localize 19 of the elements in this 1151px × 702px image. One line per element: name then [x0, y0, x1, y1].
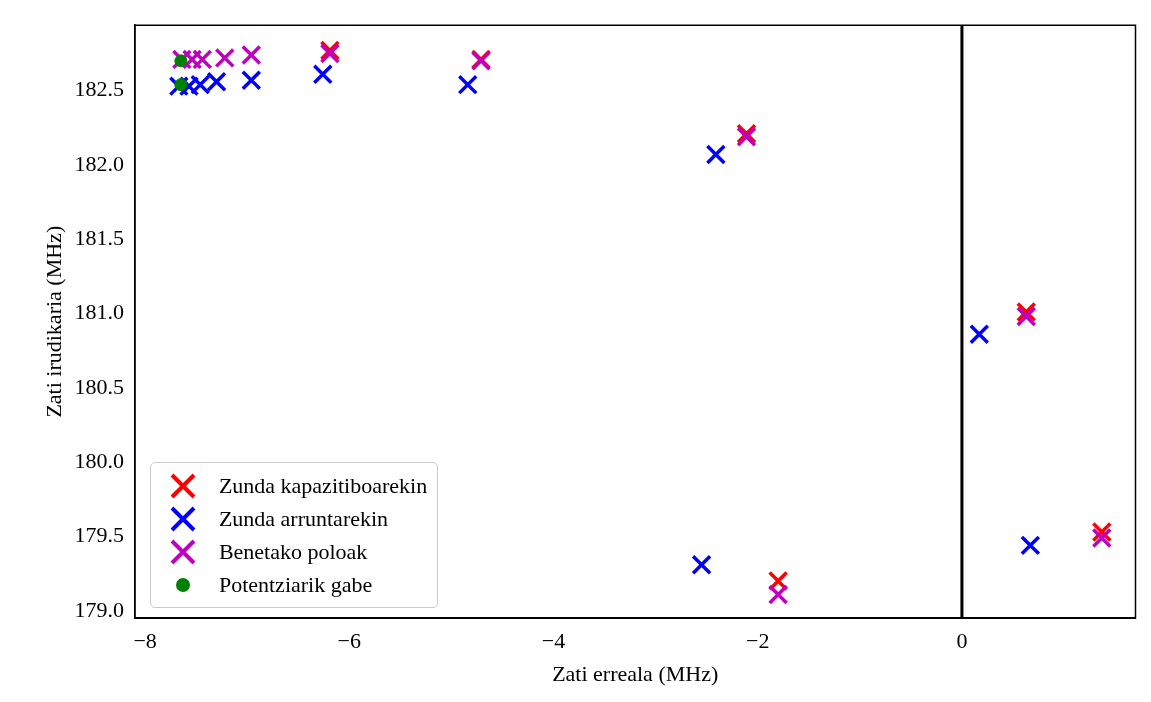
x-tick-label: 0	[956, 628, 968, 654]
y-tick-label: 179.5	[74, 522, 124, 548]
x-tick-label: −8	[133, 628, 157, 654]
x-axis-title: Zati erreala (MHz)	[552, 660, 719, 686]
x-tick-label: −2	[746, 628, 770, 654]
y-tick-label: 180.0	[74, 447, 124, 473]
y-tick-label: 182.5	[74, 76, 124, 102]
y-tick-label: 182.0	[74, 150, 124, 176]
y-axis-title: Zati irudikaria (MHz)	[40, 225, 66, 418]
legend-label: Potentziarik gabe	[218, 571, 373, 598]
legend-label: Zunda kapazitiboarekin	[218, 472, 428, 499]
x-tick-label: −4	[541, 628, 566, 654]
legend-label: Zunda arruntarekin	[218, 505, 389, 532]
legend-label: Benetako poloak	[218, 538, 368, 565]
y-tick-label: 179.0	[74, 596, 124, 622]
y-tick-label: 181.5	[74, 225, 124, 250]
x-tick-label: −6	[337, 628, 362, 654]
y-tick-label: 181.0	[74, 299, 124, 325]
y-tick-label: 180.5	[74, 373, 124, 399]
